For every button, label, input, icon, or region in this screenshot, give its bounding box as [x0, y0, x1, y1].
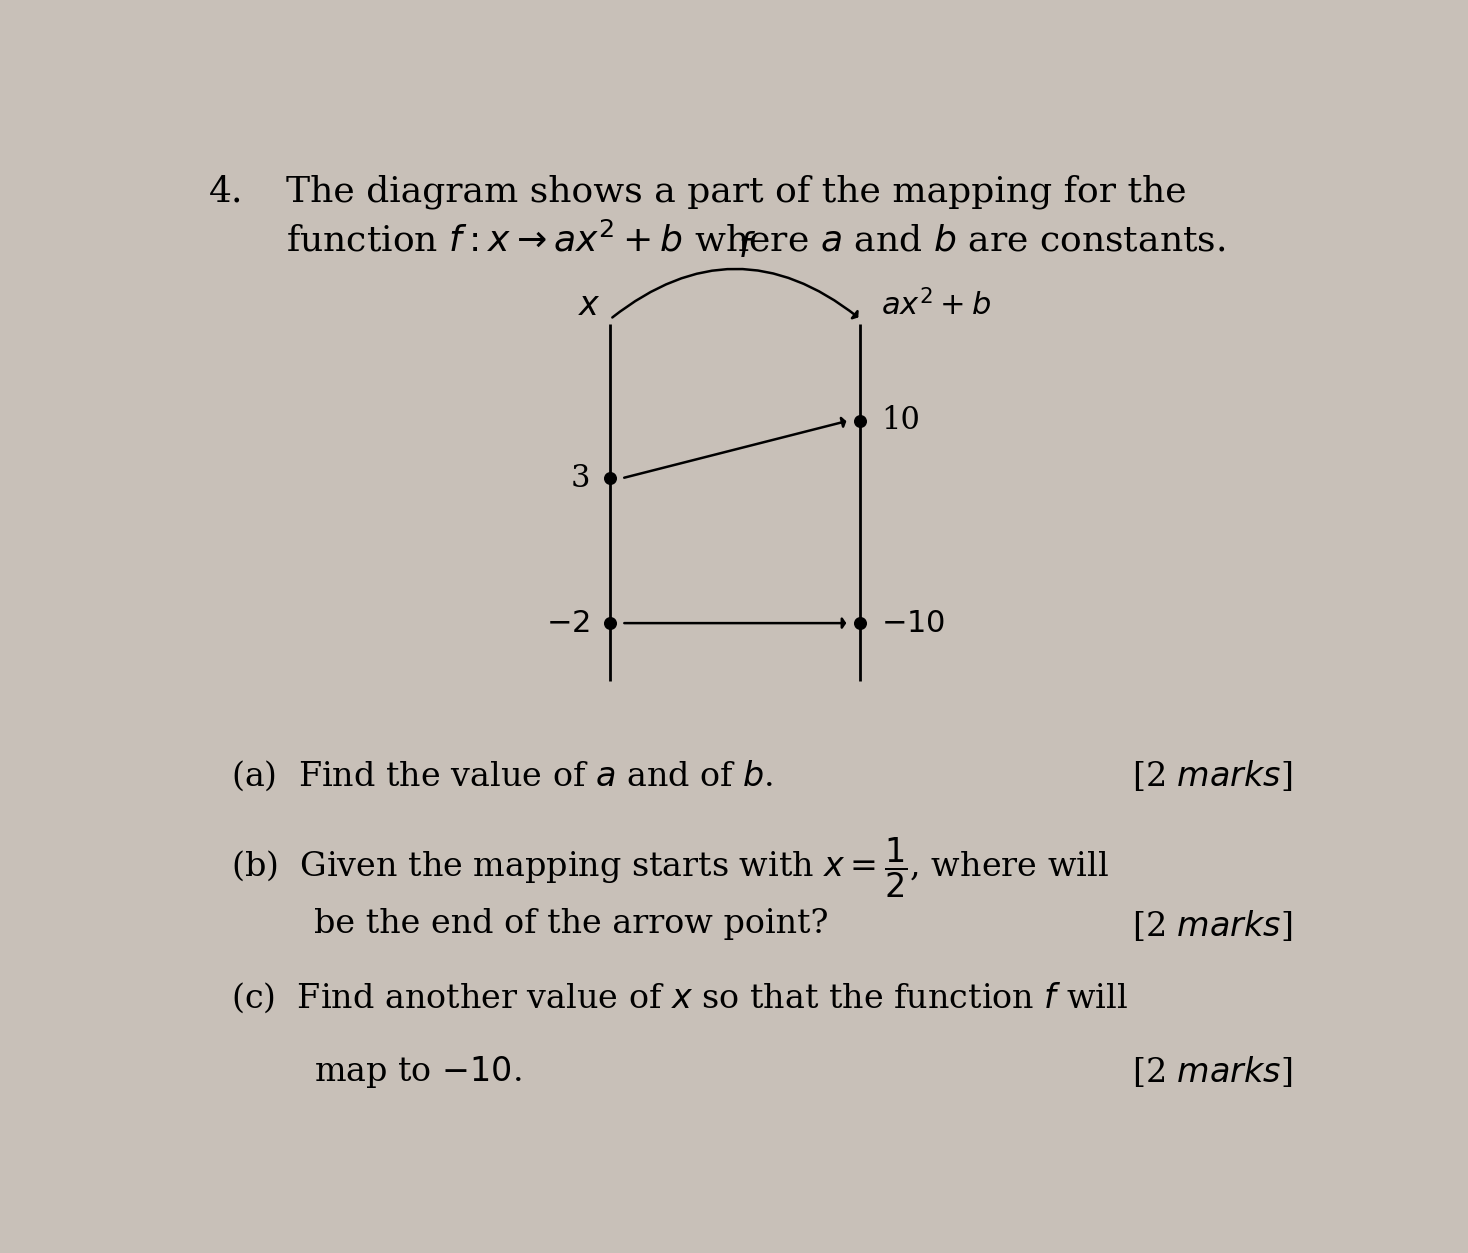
- Text: $-2$: $-2$: [546, 608, 590, 639]
- Text: $f$: $f$: [738, 232, 756, 264]
- Text: $x$: $x$: [578, 291, 600, 322]
- Point: [599, 613, 622, 633]
- Text: The diagram shows a part of the mapping for the: The diagram shows a part of the mapping …: [286, 174, 1186, 209]
- Text: map to $-10$.: map to $-10$.: [314, 1054, 523, 1090]
- Text: 4.: 4.: [208, 174, 244, 208]
- Text: function $f: x \rightarrow ax^2 + b$ where $a$ and $b$ are constants.: function $f: x \rightarrow ax^2 + b$ whe…: [286, 223, 1226, 259]
- Text: $ax^2+b$: $ax^2+b$: [881, 289, 991, 322]
- Text: 10: 10: [881, 405, 920, 436]
- Text: (c)  Find another value of $x$ so that the function $f$ will: (c) Find another value of $x$ so that th…: [232, 980, 1129, 1015]
- FancyArrowPatch shape: [612, 269, 857, 318]
- Text: (b)  Given the mapping starts with $x = \dfrac{1}{2}$, where will: (b) Given the mapping starts with $x = \…: [232, 836, 1108, 900]
- FancyArrowPatch shape: [624, 419, 846, 477]
- Text: [2 $marks$]: [2 $marks$]: [1132, 1054, 1293, 1089]
- Text: [2 $marks$]: [2 $marks$]: [1132, 758, 1293, 793]
- Point: [849, 411, 872, 431]
- Text: [2 $marks$]: [2 $marks$]: [1132, 907, 1293, 942]
- Text: (a)  Find the value of $a$ and of $b$.: (a) Find the value of $a$ and of $b$.: [232, 758, 774, 793]
- Text: 3: 3: [570, 462, 590, 494]
- Point: [599, 469, 622, 489]
- Point: [849, 613, 872, 633]
- Text: be the end of the arrow point?: be the end of the arrow point?: [314, 907, 829, 940]
- Text: $-10$: $-10$: [881, 608, 945, 639]
- FancyArrowPatch shape: [624, 619, 844, 628]
